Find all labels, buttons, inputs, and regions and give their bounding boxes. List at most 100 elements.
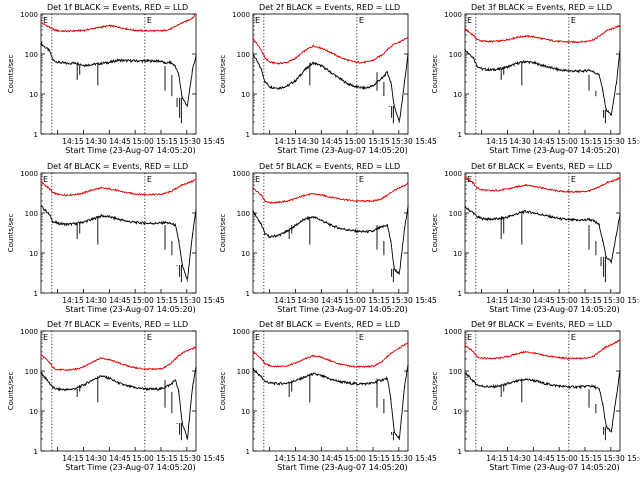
data-point-events: [404, 228, 406, 230]
data-point-lld: [135, 29, 137, 31]
x-tick-label: 14:30: [509, 137, 531, 146]
series-events-line: [252, 364, 409, 441]
y-tick-label: 1000: [20, 328, 38, 336]
data-point-lld: [567, 191, 569, 193]
data-point-lld: [174, 26, 176, 28]
data-point-lld: [83, 365, 85, 367]
data-point-lld: [40, 22, 42, 24]
data-point-lld: [398, 187, 400, 189]
event-marker-left: E: [43, 16, 48, 25]
data-point-events: [524, 210, 526, 212]
y-tick-label: 10: [241, 250, 250, 258]
data-point-events: [304, 376, 306, 378]
event-marker-left: E: [467, 175, 472, 184]
data-point-events: [407, 205, 409, 207]
data-point-events: [550, 384, 552, 386]
data-point-events: [74, 388, 76, 390]
data-point-events: [602, 403, 604, 405]
data-point-lld: [161, 368, 163, 370]
data-point-lld: [143, 193, 145, 196]
data-point-lld: [278, 201, 280, 203]
panel-title: Det 8f BLACK = Events, RED = LLD: [259, 320, 400, 329]
data-point-events: [135, 387, 137, 389]
data-point-lld: [278, 62, 280, 65]
x-tick-label: 15:45: [415, 454, 437, 463]
data-point-events: [464, 206, 466, 208]
data-point-events: [295, 79, 297, 81]
data-point-events: [83, 221, 85, 223]
x-tick-label: 15:30: [603, 296, 625, 305]
y-tick-label: 1: [34, 448, 38, 456]
data-point-events: [286, 85, 288, 87]
event-marker-right: E: [571, 175, 576, 184]
y-tick-label: 1: [246, 448, 250, 456]
data-point-lld: [49, 188, 51, 190]
data-point-lld: [393, 189, 395, 191]
data-point-lld: [481, 357, 483, 359]
x-tick-label: 15:30: [179, 137, 201, 146]
data-point-events: [152, 222, 154, 224]
data-point-events: [605, 256, 607, 258]
data-point-lld: [304, 194, 306, 196]
plot-frame: [252, 172, 409, 294]
data-point-lld: [381, 361, 383, 363]
data-point-events: [398, 121, 400, 123]
data-point-lld: [576, 41, 578, 43]
data-point-events: [164, 221, 166, 224]
data-point-events: [161, 388, 163, 390]
x-tick-label: 14:30: [85, 137, 107, 146]
data-point-lld: [100, 26, 102, 28]
data-point-lld: [498, 357, 500, 359]
data-point-events: [347, 83, 349, 85]
data-point-lld: [66, 30, 68, 32]
event-marker-left: E: [255, 175, 260, 184]
y-tick-label: 1000: [444, 11, 462, 19]
data-point-lld: [347, 59, 349, 61]
data-point-events: [278, 234, 280, 236]
data-point-events: [347, 382, 349, 384]
data-point-lld: [541, 38, 544, 40]
y-tick-label: 100: [237, 368, 250, 376]
plot-frame: [252, 13, 409, 135]
data-point-events: [117, 382, 120, 384]
data-point-events: [161, 222, 163, 224]
data-point-lld: [126, 28, 128, 30]
data-point-lld: [602, 184, 604, 186]
data-point-events: [507, 383, 509, 385]
data-point-lld: [295, 362, 297, 364]
data-point-lld: [338, 363, 340, 365]
data-point-lld: [516, 186, 518, 188]
data-point-lld: [152, 30, 154, 32]
data-point-events: [473, 212, 475, 214]
data-point-events: [304, 218, 306, 220]
data-point-lld: [269, 202, 271, 204]
y-tick-label: 1: [458, 290, 462, 298]
data-point-lld: [390, 353, 392, 355]
data-point-events: [390, 240, 392, 242]
data-point-lld: [398, 347, 400, 349]
data-point-events: [174, 65, 176, 67]
data-point-lld: [295, 197, 297, 200]
data-point-events: [195, 367, 197, 369]
data-point-lld: [476, 355, 478, 358]
data-point-lld: [178, 186, 180, 188]
data-point-events: [481, 68, 483, 70]
y-tick-label: 1: [34, 290, 38, 298]
data-point-events: [524, 60, 526, 63]
data-point-events: [393, 431, 395, 433]
data-point-events: [286, 382, 288, 384]
data-point-lld: [321, 47, 323, 49]
data-point-events: [74, 62, 76, 64]
data-point-events: [178, 240, 180, 242]
data-point-lld: [490, 357, 492, 360]
data-point-events: [619, 214, 621, 216]
data-point-lld: [593, 188, 595, 190]
data-point-lld: [507, 355, 509, 358]
data-point-lld: [393, 43, 395, 45]
data-point-events: [126, 60, 128, 62]
data-point-lld: [261, 194, 263, 196]
data-point-lld: [605, 346, 607, 348]
data-point-events: [92, 63, 94, 65]
data-point-lld: [92, 189, 94, 191]
x-tick-label: 14:15: [486, 296, 508, 305]
